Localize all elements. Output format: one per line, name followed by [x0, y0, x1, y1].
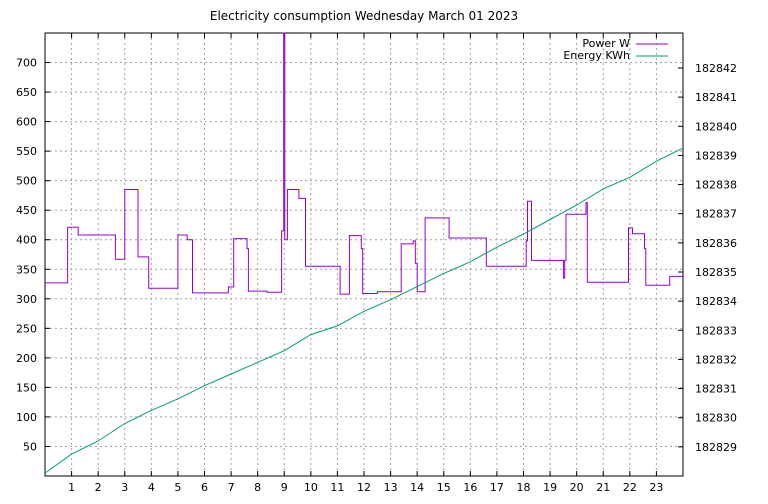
- x-tick-label: 9: [281, 481, 288, 494]
- x-tick-label: 23: [649, 481, 663, 494]
- y-tick-label: 100: [16, 411, 37, 424]
- y-tick-label: 250: [16, 322, 37, 335]
- y-tick-label: 350: [16, 263, 37, 276]
- y-tick-label: 700: [16, 57, 37, 70]
- x-tick-label: 3: [121, 481, 128, 494]
- chart-title: Electricity consumption Wednesday March …: [210, 9, 518, 23]
- y-tick-label: 550: [16, 145, 37, 158]
- y-tick-label: 600: [16, 116, 37, 129]
- series-line-energy: [44, 147, 684, 474]
- x-tick-label: 7: [228, 481, 235, 494]
- series-layer: [44, 32, 684, 474]
- x-tick-label: 22: [623, 481, 637, 494]
- y2-tick-label: 182838: [695, 179, 737, 192]
- y-tick-label: 500: [16, 175, 37, 188]
- x-tick-label: 16: [463, 481, 477, 494]
- x-tick-label: 15: [437, 481, 451, 494]
- y-tick-label: 300: [16, 293, 37, 306]
- x-tick-label: 4: [148, 481, 155, 494]
- legend-label-power: Power W: [582, 37, 630, 50]
- axes: 1 2 3 4 5 6 7 8 9 10 11 12 13 14 15 16 17 18 19 20 21 22 23501…: [16, 32, 737, 494]
- y2-tick-label: 182834: [695, 295, 737, 308]
- y-tick-label: 400: [16, 234, 37, 247]
- x-tick-label: 17: [490, 481, 504, 494]
- y-tick-label: 200: [16, 352, 37, 365]
- y-tick-label: 650: [16, 86, 37, 99]
- y-tick-label: 50: [23, 440, 37, 453]
- x-tick-label: 10: [304, 481, 318, 494]
- y2-tick-label: 182837: [695, 208, 737, 221]
- x-tick-label: 20: [570, 481, 584, 494]
- y2-tick-label: 182830: [695, 412, 737, 425]
- y-tick-label: 150: [16, 381, 37, 394]
- x-tick-label: 21: [596, 481, 610, 494]
- x-tick-label: 18: [517, 481, 531, 494]
- y2-tick-label: 182829: [695, 441, 737, 454]
- x-tick-label: 14: [410, 481, 424, 494]
- y2-tick-label: 182833: [695, 324, 737, 337]
- x-tick-label: 6: [201, 481, 208, 494]
- y2-tick-label: 182841: [695, 91, 737, 104]
- grid: [45, 33, 683, 476]
- legend-label-energy: Energy KWh: [563, 49, 630, 62]
- x-tick-label: 1: [68, 481, 75, 494]
- y2-tick-label: 182842: [695, 62, 737, 75]
- x-tick-label: 11: [330, 481, 344, 494]
- y2-tick-label: 182835: [695, 266, 737, 279]
- y2-tick-label: 182840: [695, 120, 737, 133]
- y-tick-label: 450: [16, 204, 37, 217]
- x-tick-label: 2: [95, 481, 102, 494]
- y2-tick-label: 182832: [695, 353, 737, 366]
- x-tick-label: 8: [254, 481, 261, 494]
- x-tick-label: 12: [357, 481, 371, 494]
- x-tick-label: 13: [384, 481, 398, 494]
- x-tick-label: 19: [543, 481, 557, 494]
- legend: Power W Energy KWh: [563, 37, 668, 62]
- series-line-power: [45, 32, 683, 295]
- plot-border: [44, 32, 684, 477]
- y2-tick-label: 182831: [695, 383, 737, 396]
- x-tick-label: 5: [174, 481, 181, 494]
- y2-tick-label: 182836: [695, 237, 737, 250]
- y2-tick-label: 182839: [695, 149, 737, 162]
